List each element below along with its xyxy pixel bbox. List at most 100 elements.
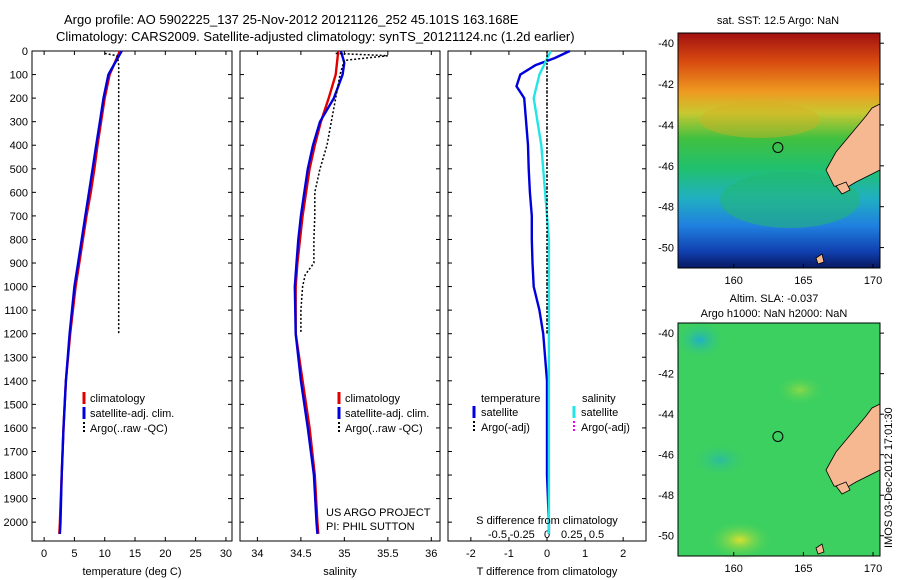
sla-map-frame [677,322,881,557]
lat-tick-label: -50 [658,531,674,543]
temperature-series [58,50,123,534]
figure-title-line2: Climatology: CARS2009. Satellite-adjuste… [56,29,575,44]
x-tick-label: 5 [71,548,77,560]
y-tick-label: 2000 [4,517,28,529]
salinity-panel: 34 34.5 35 35.5 36 salinity climatology sate… [239,50,441,578]
series-line-salinity-satellite [532,50,552,534]
salinity-x-axis: 34 34.5 35 35.5 36 [240,50,440,560]
lon-tick-label: 160 [725,275,743,287]
sla-field-patch [690,442,750,478]
x-tick-label: 0 [41,548,47,560]
sla-field-patch [706,520,774,560]
x-tick-label: 1 [582,548,588,560]
legend-label-satellite: satellite-adj. clim. [345,408,429,420]
sst-field-patch [700,102,820,138]
legend-label-climatology: climatology [90,393,146,405]
x-tick-label: 0 [544,548,550,560]
y-tick-label: 1600 [4,423,28,435]
difference-legend: temperature satellite Argo(-adj) salinit… [472,393,630,434]
y-tick-label: 600 [10,187,28,199]
legend-label-satellite: satellite-adj. clim. [90,408,174,420]
legend-label-climatology: climatology [345,393,401,405]
x-tick-label: -2 [466,548,476,560]
legend-label-t-satellite: satellite [481,407,518,419]
sst-lon-axis: 160 165 170 [725,264,882,287]
lat-tick-label: -42 [658,369,674,381]
legend-label-s-argo: Argo(-adj) [581,422,630,434]
lat-tick-label: -42 [658,79,674,91]
y-tick-label: 500 [10,164,28,176]
y-tick-label: 1400 [4,376,28,388]
y-tick-label: 100 [10,70,28,82]
y-tick-label: 400 [10,140,28,152]
salinity-plot-frame [239,50,441,542]
sla-field-patch [774,374,826,406]
lat-tick-label: -46 [658,161,674,173]
sst-field-patch [720,172,860,228]
lat-tick-label: -48 [658,202,674,214]
difference-panel: -2 -1 0 1 2 -0.5 -0.25 0 0.25 0.5 T difference f… [447,49,647,578]
x-tick-label: 36 [425,548,437,560]
sst-map: sat. SST: 12.5 Argo: NaN -40 -42 -44 -46 -48… [658,15,884,287]
temperature-y-axis: 0 100 200 300 400 500 600 700 800 900 1000 1100 1200… [4,46,36,529]
y-tick-label: 1700 [4,446,28,458]
y-tick-label: 1200 [4,329,28,341]
y-tick-label: 300 [10,117,28,129]
lon-tick-label: 165 [794,563,812,575]
land-stewart-island [835,481,851,495]
salinity-legend: climatology satellite-adj. clim. Argo(..… [337,392,429,435]
temperature-x-axis: 0 5 10 15 20 25 30 [41,50,232,560]
sla-map-subtitle: Argo h1000: NaN h2000: NaN [701,308,848,320]
imos-timestamp: IMOS 03-Dec-2012 17:01:30 [883,407,895,548]
difference-xlabel-s: S difference from climatology [476,515,618,527]
x-tick-label: 35.5 [377,548,398,560]
land-stewart-island [835,181,851,195]
y-tick-label: 1100 [4,305,28,317]
figure-title-line1: Argo profile: AO 5902225_137 25-Nov-2012… [64,12,519,27]
legend-label-s-satellite: satellite [581,407,618,419]
land-auckland-islands [815,253,825,265]
credit-line2: PI: PHIL SUTTON [326,521,415,533]
x2-tick-label: -0.5 [488,529,507,541]
argo-location-marker [772,142,784,153]
lat-tick-label: -50 [658,243,674,255]
lon-tick-label: 165 [794,275,812,287]
x-tick-label: 10 [99,548,111,560]
y-tick-label: 200 [10,93,28,105]
sla-field-patch [674,320,726,360]
x2-tick-label: -0.25 [510,529,535,541]
y-tick-label: 1900 [4,494,28,506]
y-tick-label: 0 [22,46,28,58]
x-tick-label: 20 [159,548,171,560]
temperature-legend: climatology satellite-adj. clim. Argo(..… [82,392,174,435]
legend-label-argo: Argo(..raw -QC) [90,423,168,435]
y-tick-label: 1300 [4,352,28,364]
y-tick-label: 700 [10,211,28,223]
lat-tick-label: -48 [658,490,674,502]
salinity-series [293,50,388,534]
y-tick-label: 1800 [4,470,28,482]
sst-map-title: sat. SST: 12.5 Argo: NaN [717,15,839,27]
x-tick-label: 30 [220,548,232,560]
sla-map: Altim. SLA: -0.037 Argo h1000: NaN h2000… [658,293,884,575]
difference-x-axis: -2 -1 0 1 2 [448,50,646,560]
x2-tick-label: 0 [544,529,550,541]
legend-title-salinity: salinity [582,393,616,405]
y-tick-label: 1000 [4,282,28,294]
sla-map-title: Altim. SLA: -0.037 [730,293,819,305]
lat-tick-label: -40 [658,38,674,50]
temperature-plot-frame [31,50,233,542]
x-tick-label: 34 [251,548,263,560]
legend-label-argo: Argo(..raw -QC) [345,423,423,435]
x-tick-label: 35 [338,548,350,560]
difference-series [515,49,571,534]
salinity-xlabel: salinity [323,566,357,578]
legend-label-t-argo: Argo(-adj) [481,422,530,434]
temperature-panel: 0100200300400500600700800900100011001200… [4,46,233,578]
lat-tick-label: -44 [658,120,674,132]
legend-title-temperature: temperature [481,393,540,405]
lat-tick-label: -46 [658,450,674,462]
y-tick-label: 800 [10,234,28,246]
x-tick-label: 25 [190,548,202,560]
